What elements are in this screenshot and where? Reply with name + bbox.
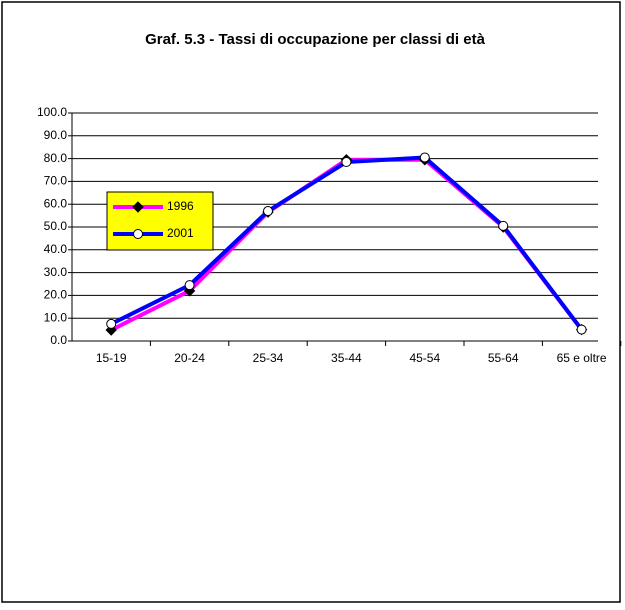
y-tick-label: 20.0 <box>44 288 68 302</box>
x-tick-label: 15-19 <box>95 351 127 365</box>
y-tick-label: 100.0 <box>37 105 67 119</box>
marker <box>133 229 143 239</box>
x-label-box: 65 e oltre <box>556 351 607 365</box>
marker <box>184 280 195 291</box>
x-tick-label: 35-44 <box>331 351 362 365</box>
y-tick-label: 80.0 <box>44 151 68 165</box>
y-tick-label: 40.0 <box>44 242 68 256</box>
x-tick-label: 55-64 <box>487 351 519 365</box>
y-tick-label: 10.0 <box>44 310 68 324</box>
x-tick-label: 20-24 <box>174 351 205 365</box>
x-label-box: 45-54 <box>409 351 441 365</box>
chart-border <box>1 1 621 603</box>
y-tick-label: 0.0 <box>50 333 67 347</box>
y-tick-label: 60.0 <box>44 196 68 210</box>
legend-box <box>106 191 214 251</box>
marker <box>263 206 273 217</box>
x-tick-label: 25-34 <box>252 351 284 365</box>
legend-label: 1996 <box>167 199 194 213</box>
title-box: Graf. 5.3 - Tassi di occupazione per cla… <box>145 31 485 48</box>
x-label-box: 20-24 <box>174 351 205 365</box>
y-tick-label: 70.0 <box>44 174 68 188</box>
marker <box>419 152 430 163</box>
x-tick-label: 45-54 <box>409 351 441 365</box>
chart-title: Graf. 5.3 - Tassi di occupazione per cla… <box>145 31 485 48</box>
y-tick-label: 50.0 <box>44 219 68 233</box>
x-label-box: 25-34 <box>252 351 284 365</box>
x-label-box: 55-64 <box>487 351 519 365</box>
x-label-box: 15-19 <box>95 351 127 365</box>
y-tick-label: 30.0 <box>44 265 68 279</box>
x-label-box: 35-44 <box>331 351 362 365</box>
marker <box>132 201 144 213</box>
legend-label: 2001 <box>167 226 194 240</box>
x-tick-label: 65 e oltre <box>556 351 607 365</box>
marker <box>498 220 509 231</box>
marker <box>576 324 587 335</box>
y-tick-label: 90.0 <box>44 128 68 142</box>
marker <box>341 157 352 168</box>
marker <box>106 318 117 329</box>
